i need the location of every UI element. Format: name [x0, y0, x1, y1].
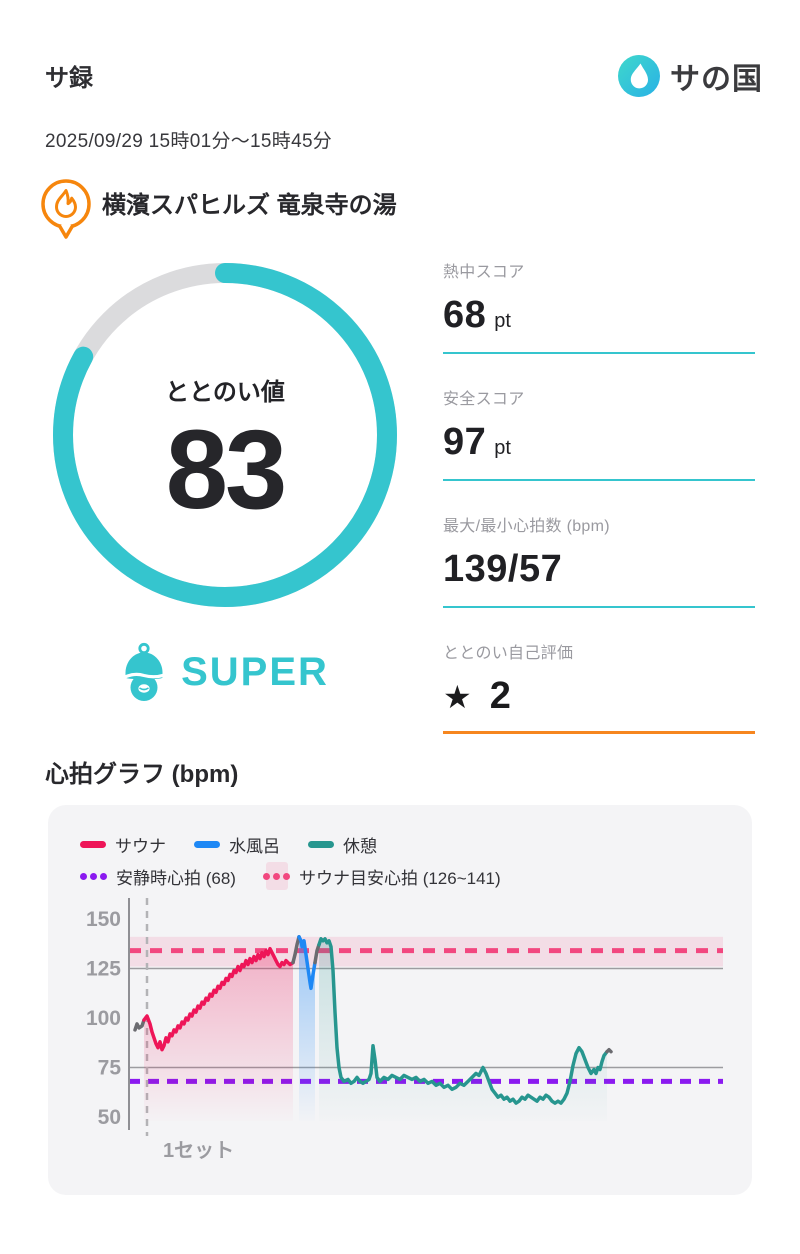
- facility-row: 横濱スパヒルズ 竜泉寺の湯: [38, 178, 397, 240]
- y-tick-125: 125: [86, 958, 121, 981]
- legend-item: 水風呂: [194, 832, 280, 857]
- totonoi-gauge-ring: [53, 263, 397, 607]
- rating-label: SUPER: [181, 649, 329, 694]
- rating-row: SUPER: [53, 642, 397, 702]
- dots-band-marker: [263, 862, 291, 890]
- stat-block-heat-score: 熱中スコア 68 pt: [443, 258, 755, 354]
- series-sauna: [142, 946, 295, 1052]
- line-marker: [308, 840, 334, 848]
- stat-label: 最大/最小心拍数 (bpm): [443, 518, 610, 535]
- y-tick-100: 100: [86, 1007, 121, 1030]
- stat-value: 68: [443, 294, 487, 336]
- stats-list: 熱中スコア 68 pt 安全スコア 97 pt 最大/最小心拍数 (bpm) 1…: [443, 258, 755, 765]
- series-warmup-connector: [133, 1018, 146, 1032]
- app-title: サ録: [45, 65, 93, 92]
- legend-label: 水風呂: [229, 836, 280, 856]
- stat-block-self-rating: ととのい自己評価 ★ 2: [443, 639, 755, 734]
- stat-label: 熱中スコア: [443, 264, 525, 281]
- series-water: [297, 935, 317, 991]
- sauna-hat-icon: [121, 642, 167, 702]
- legend-label: 休憩: [343, 836, 377, 856]
- facility-name: 横濱スパヒルズ 竜泉寺の湯: [102, 191, 397, 219]
- rest-fill: [319, 938, 607, 1121]
- stat-value: 97: [443, 421, 487, 463]
- gauge-progress: [53, 263, 397, 607]
- stat-label: ととのい自己評価: [443, 645, 574, 662]
- session-datetime: 2025/09/29 15時01分〜15時45分: [45, 131, 333, 152]
- legend-row: サウナ 水風呂 休憩: [80, 831, 720, 857]
- flame-pin-icon: [38, 178, 94, 240]
- stat-block-safety-score: 安全スコア 97 pt: [443, 385, 755, 481]
- heart-rate-chart: 150 125 100 75 50 1セット: [86, 898, 723, 1162]
- gauge-title: ととのい値: [165, 379, 285, 406]
- brand-logo-text: サの国: [670, 63, 763, 96]
- dots-marker: [80, 872, 107, 880]
- stat-label: 安全スコア: [443, 391, 525, 408]
- y-tick-75: 75: [98, 1057, 122, 1080]
- series-end-connector: [605, 1047, 613, 1054]
- legend-row: 安静時心拍 (68) サウナ目安心拍 (126~141): [80, 862, 720, 890]
- legend-item: サウナ: [80, 832, 166, 857]
- legend-label: サウナ目安心拍 (126~141): [298, 868, 501, 888]
- y-tick-150: 150: [86, 908, 121, 931]
- gauge-value: 83: [165, 407, 288, 532]
- stat-value: 139/57: [443, 548, 563, 590]
- legend-item: 安静時心拍 (68): [80, 864, 236, 889]
- legend-label: 安静時心拍 (68): [116, 868, 236, 888]
- chart-section-title: 心拍グラフ (bpm): [45, 761, 239, 788]
- chart-legend: サウナ 水風呂 休憩 安静時心拍 (68) サウナ目安心拍 (126~141): [80, 831, 720, 890]
- water-fill: [299, 936, 315, 1121]
- water-drop-icon: [618, 55, 660, 97]
- stat-value: 2: [489, 675, 511, 717]
- series-water-rest-connector: [313, 942, 321, 965]
- stat-unit: pt: [494, 437, 511, 459]
- stat-unit: pt: [494, 310, 511, 332]
- series-sauna-peak-connector: [291, 935, 301, 965]
- series-rest: [317, 937, 609, 1105]
- x-set-label: 1セット: [163, 1140, 234, 1162]
- legend-item: 休憩: [308, 832, 377, 857]
- brand-logo: サの国: [618, 54, 763, 98]
- star-icon: ★: [443, 679, 472, 715]
- stat-block-max-min-hr: 最大/最小心拍数 (bpm) 139/57: [443, 512, 755, 608]
- legend-item: サウナ目安心拍 (126~141): [263, 862, 501, 890]
- line-marker: [80, 840, 106, 848]
- line-marker: [194, 840, 220, 848]
- legend-label: サウナ: [115, 836, 166, 856]
- y-tick-50: 50: [98, 1106, 121, 1129]
- heart-rate-chart-card: 150 125 100 75 50 1セット サウナ 水風呂 休憩 安静時心拍 (68) サウナ…: [48, 805, 752, 1195]
- sauna-fill: [144, 948, 293, 1121]
